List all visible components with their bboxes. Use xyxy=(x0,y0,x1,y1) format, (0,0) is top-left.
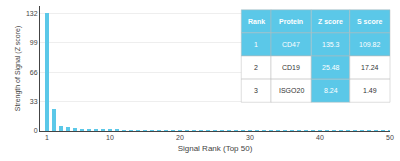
svg-text:33: 33 xyxy=(30,98,38,105)
svg-text:1: 1 xyxy=(254,41,258,48)
svg-text:17.24: 17.24 xyxy=(361,64,379,71)
svg-text:1: 1 xyxy=(45,134,49,141)
svg-text:3: 3 xyxy=(254,87,258,94)
svg-text:132: 132 xyxy=(26,10,38,17)
svg-text:Z score: Z score xyxy=(318,18,343,25)
svg-text:ISGO20: ISGO20 xyxy=(279,87,304,94)
svg-text:50: 50 xyxy=(386,134,394,141)
svg-text:10: 10 xyxy=(106,134,114,141)
svg-text:99: 99 xyxy=(30,39,38,46)
svg-text:2: 2 xyxy=(254,64,258,71)
svg-text:109.82: 109.82 xyxy=(359,41,381,48)
svg-text:Protein: Protein xyxy=(279,18,303,25)
svg-text:20: 20 xyxy=(176,134,184,141)
svg-text:8.24: 8.24 xyxy=(324,87,338,94)
svg-text:Signal Rank (Top 50): Signal Rank (Top 50) xyxy=(178,144,253,153)
svg-text:135.3: 135.3 xyxy=(322,41,340,48)
svg-text:CD19: CD19 xyxy=(282,64,300,71)
svg-text:Strength of Signal (Z score): Strength of Signal (Z score) xyxy=(14,26,22,112)
svg-text:Rank: Rank xyxy=(248,18,265,25)
svg-text:66: 66 xyxy=(30,69,38,76)
svg-text:0: 0 xyxy=(34,127,38,134)
svg-text:1.49: 1.49 xyxy=(363,87,377,94)
svg-text:40: 40 xyxy=(316,134,324,141)
svg-text:S score: S score xyxy=(357,18,382,25)
svg-text:25.48: 25.48 xyxy=(322,64,340,71)
svg-text:30: 30 xyxy=(246,134,254,141)
svg-text:CD47: CD47 xyxy=(282,41,300,48)
